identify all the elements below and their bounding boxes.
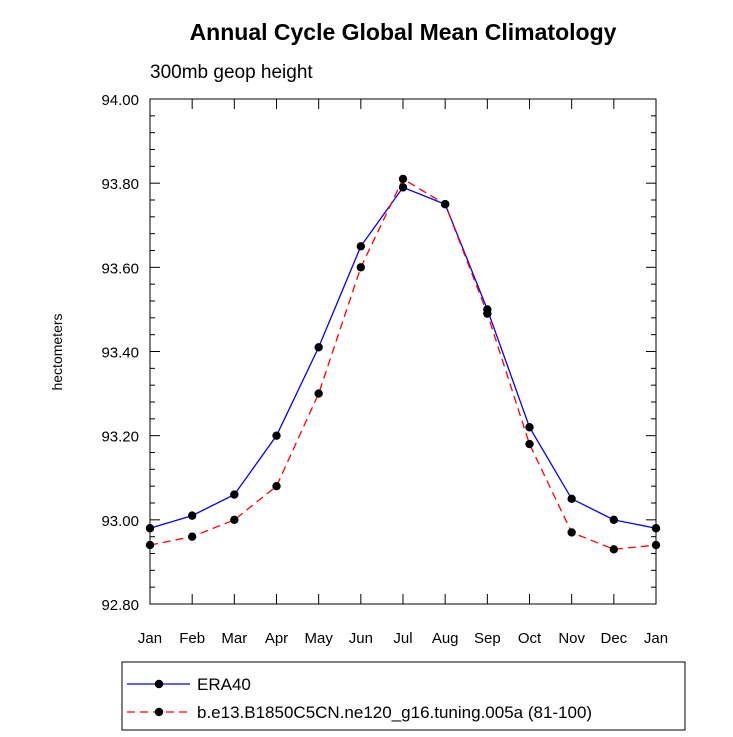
y-tick-label: 93.40 (101, 345, 139, 362)
legend-label-0: ERA40 (197, 675, 251, 694)
y-tick-label: 93.80 (101, 176, 139, 193)
series-1-point (525, 439, 534, 449)
series-0-point (609, 515, 619, 525)
series-0-point (356, 242, 366, 251)
series-1-point (609, 545, 619, 554)
legend-marker-0 (154, 679, 164, 689)
x-tick-label: Jun (349, 630, 373, 647)
plot-frame (149, 98, 657, 605)
x-tick-label: Sep (474, 630, 501, 647)
series-line-0 (149, 186, 657, 529)
x-tick-label: Dec (600, 630, 627, 647)
series-1-point (567, 528, 576, 537)
series-0-point (525, 423, 534, 432)
series-1-point (187, 532, 197, 541)
axis-ticks (149, 98, 657, 605)
legend: ERA40 b.e13.B1850C5CN.ne120_g16.tuning.00… (121, 661, 686, 731)
y-tick-label: 93.20 (101, 429, 139, 446)
y-tick-label: 93.00 (101, 513, 139, 530)
legend-marker-1 (154, 707, 164, 717)
tick-labels: 92.80 93.00 93.20 93.40 93.60 93.80 94.00 Jan Fe… (101, 92, 668, 647)
series-line-1 (149, 178, 657, 550)
x-tick-label: Nov (558, 630, 585, 647)
x-tick-label: Jul (393, 630, 412, 647)
series-0-point (187, 511, 197, 520)
legend-label-1: b.e13.B1850C5CN.ne120_g16.tuning.005a (8… (197, 703, 592, 722)
y-tick-label: 92.80 (101, 597, 139, 614)
series-1-point (483, 309, 492, 318)
series-0-point (398, 183, 408, 192)
series-1-point (440, 200, 450, 209)
series-1-point (230, 515, 239, 525)
x-tick-label: Jan (644, 630, 668, 647)
series-0-point (314, 343, 323, 352)
series-1-point (272, 481, 281, 491)
y-tick-label: 94.00 (101, 92, 139, 109)
series-1-point (356, 263, 366, 272)
legend-box (121, 661, 686, 731)
x-tick-label: Aug (432, 630, 459, 647)
y-axis-label: hectometers (49, 313, 65, 390)
series-1-point (314, 389, 323, 398)
series-1-point (398, 174, 408, 184)
x-tick-label: Jan (138, 630, 162, 647)
x-tick-label: May (304, 630, 333, 647)
chart-title: Annual Cycle Global Mean Climatology (190, 19, 617, 45)
x-tick-label: Apr (265, 630, 288, 647)
x-tick-label: Feb (179, 630, 205, 647)
x-tick-label: Mar (221, 630, 247, 647)
chart-subtitle: 300mb geop height (150, 62, 313, 83)
series-0-point (272, 431, 281, 440)
series-0-point (567, 494, 576, 503)
series-layer (145, 174, 661, 554)
x-tick-label: Oct (518, 630, 542, 647)
y-tick-label: 93.60 (101, 260, 139, 277)
series-0-point (230, 490, 239, 499)
